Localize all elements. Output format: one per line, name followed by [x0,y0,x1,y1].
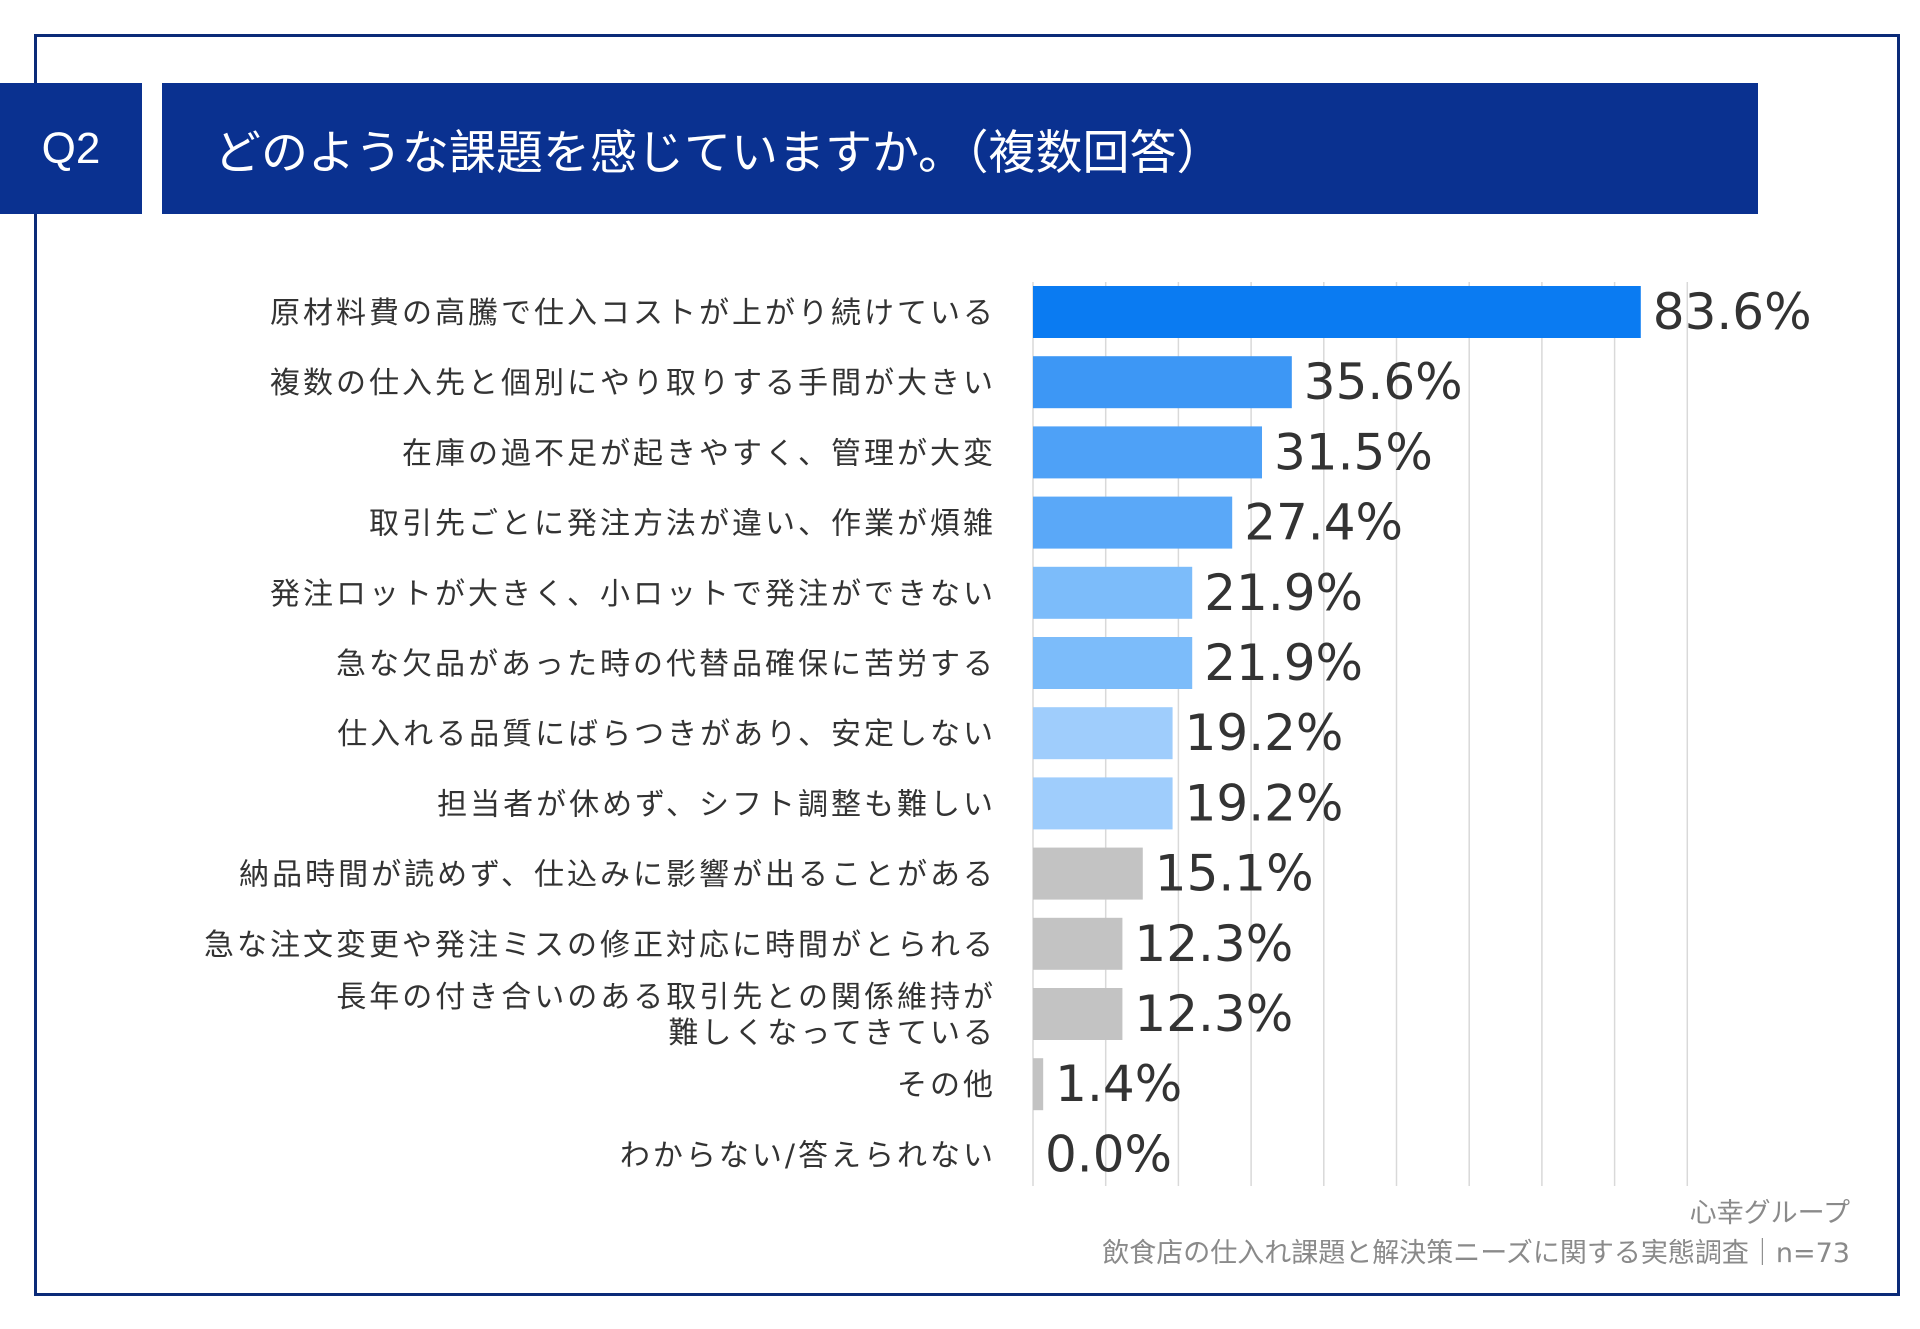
category-label-line: 急な注文変更や発注ミスの修正対応に時間がとられる [204,928,996,963]
data-label: 31.5% [1274,423,1433,481]
footer-source: 心幸グループ [1689,1198,1850,1229]
category-label-line: 取引先ごとに発注方法が違い、作業が煩雑 [369,507,996,542]
question-title-text: どのような課題を感じていますか。（複数回答） [214,126,1224,181]
question-badge: Q2 [0,83,142,214]
data-label: 83.6% [1653,283,1812,341]
bar [1033,777,1173,830]
category-label: 仕入れる品質にばらつきがあり、安定しない [337,717,996,752]
category-label-line: 複数の仕入先と個別にやり取りする手間が大きい [270,366,996,401]
bar [1033,917,1123,970]
bar [1033,426,1263,479]
category-label-line: 急な欠品があった時の代替品確保に苦労する [336,647,996,682]
data-label: 12.3% [1134,915,1293,973]
category-label-line: 長年の付き合いのある取引先との関係維持が [336,980,996,1015]
category-label: 発注ロットが大きく、小ロットで発注ができない [270,577,996,612]
bar [1033,637,1193,689]
footer-survey: 飲食店の仕入れ課題と解決策ニーズに関する実態調査｜n=73 [1102,1238,1850,1269]
data-label: 19.2% [1185,704,1344,762]
data-label: 15.1% [1155,845,1314,903]
data-label: 0.0% [1045,1125,1172,1183]
chart-frame [34,34,1900,1296]
bar [1033,286,1641,338]
data-label: 19.2% [1185,774,1344,832]
bar [1033,496,1233,549]
bar [1033,847,1143,900]
bar [1033,1058,1044,1111]
question-title: どのような課題を感じていますか。（複数回答） [162,83,1758,214]
category-label-line: 担当者が休めず、シフト調整も難しい [437,787,996,822]
category-label-line: 在庫の過不足が起きやすく、管理が大変 [402,436,996,471]
category-label: 長年の付き合いのある取引先との関係維持が難しくなってきている [336,980,996,1051]
data-label: 12.3% [1134,985,1293,1043]
category-label-line: 原材料費の高騰で仕入コストが上がり続けている [270,296,996,331]
category-label: 納品時間が読めず、仕込みに影響が出ることがある [239,858,996,893]
data-label: 1.4% [1055,1055,1182,1113]
category-label-line: 難しくなってきている [668,1016,996,1051]
category-label: その他 [897,1068,996,1103]
category-label: 急な注文変更や発注ミスの修正対応に時間がとられる [204,928,996,963]
data-label: 27.4% [1244,494,1403,552]
category-label-line: その他 [897,1068,996,1103]
category-label-line: わからない/答えられない [620,1138,996,1173]
bar [1033,566,1193,619]
category-label: 複数の仕入先と個別にやり取りする手間が大きい [270,366,996,401]
category-label: わからない/答えられない [620,1138,996,1173]
category-label-line: 発注ロットが大きく、小ロットで発注ができない [270,577,996,612]
category-label: 原材料費の高騰で仕入コストが上がり続けている [270,296,996,331]
bar [1033,356,1292,409]
data-label: 21.9% [1204,634,1363,692]
category-label: 担当者が休めず、シフト調整も難しい [437,787,996,822]
bar [1033,988,1123,1040]
data-label: 21.9% [1204,564,1363,622]
category-label: 在庫の過不足が起きやすく、管理が大変 [402,436,996,471]
category-label-line: 仕入れる品質にばらつきがあり、安定しない [337,717,996,752]
category-label-line: 納品時間が読めず、仕込みに影響が出ることがある [239,858,996,893]
bar [1033,707,1173,760]
category-label: 急な欠品があった時の代替品確保に苦労する [336,647,996,682]
category-label: 取引先ごとに発注方法が違い、作業が煩雑 [369,507,996,542]
data-label: 35.6% [1304,353,1463,411]
